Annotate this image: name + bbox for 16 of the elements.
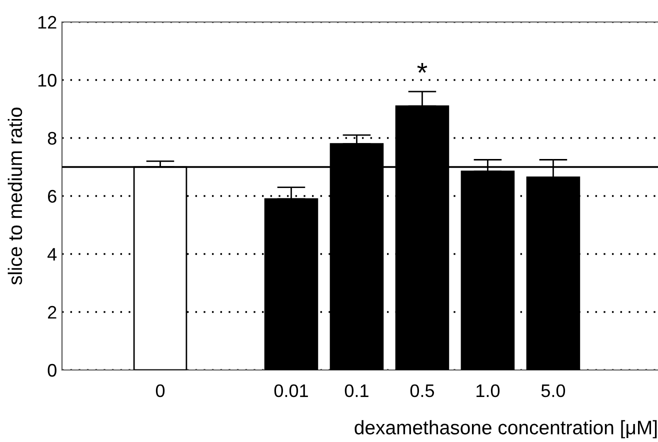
y-tick-label: 6	[48, 190, 56, 203]
x-tick-label: 0	[156, 384, 165, 398]
x-tick-label: 1.0	[476, 384, 500, 398]
x-tick-label: 0.01	[274, 384, 308, 398]
x-tick-label: 5.0	[541, 384, 566, 398]
y-tick-label: 12	[38, 16, 56, 29]
x-tick-label: 0.1	[344, 384, 368, 398]
y-tick-label: 8	[48, 132, 56, 145]
y-tick-label: 10	[38, 74, 56, 87]
x-axis-title: dexamethasone concentration [μM]	[354, 420, 657, 438]
y-tick-label: 2	[48, 306, 56, 319]
y-axis-title: slice to medium ratio	[8, 108, 22, 285]
annotation: *	[417, 63, 428, 73]
x-tick-label: 0.5	[410, 384, 434, 398]
y-tick-label: 4	[48, 248, 57, 261]
y-tick-label: 0	[48, 364, 56, 377]
